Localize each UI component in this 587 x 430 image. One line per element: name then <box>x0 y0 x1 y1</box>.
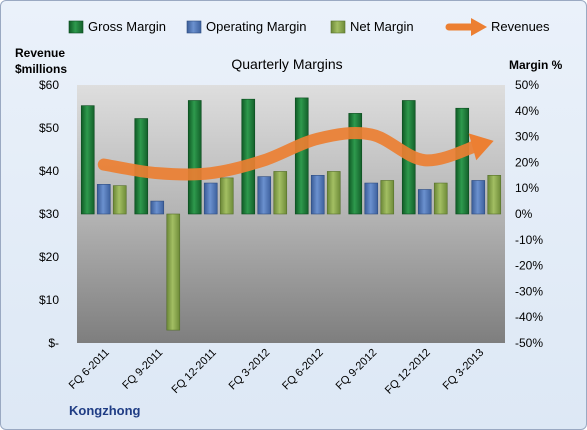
right-tick-label: 20% <box>515 155 539 169</box>
bar-net-margin <box>112 185 127 215</box>
legend-swatch-operating-margin <box>186 20 202 34</box>
legend-label-gross-margin: Gross Margin <box>88 19 166 34</box>
revenues-arrowhead <box>468 133 494 161</box>
right-axis-ticks: -50% -40% -30% -20% -10% 0% 10% 20% 30% 40% 50% <box>515 78 543 350</box>
bar-net-margin <box>166 213 181 331</box>
legend-swatch-gross-margin <box>68 20 84 34</box>
right-tick-label: 50% <box>515 78 539 92</box>
category-label: FQ 3-2013 <box>441 347 487 393</box>
right-tick-label: -10% <box>515 233 543 247</box>
bar-operating-margin <box>96 184 111 215</box>
legend-arrow-icon <box>445 18 487 36</box>
bar-operating-margin <box>417 189 432 215</box>
right-tick-label: 30% <box>515 130 539 144</box>
right-tick-label: -40% <box>515 310 543 324</box>
bar-operating-margin <box>471 180 486 215</box>
bar-operating-margin <box>310 175 325 215</box>
category-label: FQ 6-2012 <box>280 347 326 393</box>
bar-operating-margin <box>150 200 165 215</box>
left-tick-label: $30 <box>39 207 59 221</box>
right-axis-label: Margin % <box>509 58 563 72</box>
left-axis-label-line1: Revenue <box>15 46 65 60</box>
left-tick-label: $- <box>48 336 59 350</box>
revenues-line-group <box>97 127 494 181</box>
chart-title: Quarterly Margins <box>231 56 342 72</box>
category-label: FQ 6-2011 <box>67 347 112 392</box>
legend-label-net-margin: Net Margin <box>350 19 414 34</box>
legend-label-revenues: Revenues <box>491 19 550 34</box>
bar-gross-margin <box>241 98 256 215</box>
plot-area <box>77 85 505 343</box>
category-label: FQ 12-2012 <box>383 347 433 397</box>
category-label: FQ 9-2011 <box>120 347 165 392</box>
left-tick-label: $60 <box>39 78 59 92</box>
bar-net-margin <box>219 177 234 215</box>
right-tick-label: 0% <box>515 207 533 221</box>
bar-gross-margin <box>455 107 470 215</box>
category-label: FQ 9-2012 <box>334 347 380 393</box>
category-labels: FQ 6-2011 FQ 9-2011 FQ 12-2011 FQ 3-2012 FQ … <box>67 347 487 397</box>
legend: Gross Margin Operating Margin Net Margin… <box>68 18 550 36</box>
revenues-line <box>97 127 485 181</box>
bar-net-margin <box>433 182 448 215</box>
bar-net-margin <box>326 171 341 215</box>
right-tick-label: -30% <box>515 284 543 298</box>
left-tick-label: $50 <box>39 121 59 135</box>
left-tick-label: $10 <box>39 293 59 307</box>
left-tick-label: $20 <box>39 250 59 264</box>
bar-operating-margin <box>364 182 379 215</box>
company-label: Kongzhong <box>69 403 141 418</box>
bar-operating-margin <box>203 182 218 215</box>
bar-operating-margin <box>257 176 272 215</box>
left-tick-label: $40 <box>39 164 59 178</box>
left-axis-label-line2: $millions <box>15 62 67 76</box>
right-tick-label: 10% <box>515 181 539 195</box>
bar-net-margin <box>487 175 502 215</box>
bar-gross-margin <box>80 105 95 215</box>
bar-gross-margin <box>187 100 202 215</box>
category-label: FQ 12-2011 <box>169 347 218 396</box>
legend-swatch-net-margin <box>330 20 346 34</box>
category-label: FQ 3-2012 <box>227 347 273 393</box>
right-tick-label: 40% <box>515 104 539 118</box>
right-tick-label: -50% <box>515 336 543 350</box>
right-tick-label: -20% <box>515 259 543 273</box>
bar-net-margin <box>273 171 288 215</box>
bars-group <box>80 97 502 331</box>
bar-gross-margin <box>294 97 309 215</box>
bar-net-margin <box>380 180 395 215</box>
legend-label-operating-margin: Operating Margin <box>206 19 306 34</box>
left-axis-ticks: $- $10 $20 $30 $40 $50 $60 <box>39 78 59 350</box>
